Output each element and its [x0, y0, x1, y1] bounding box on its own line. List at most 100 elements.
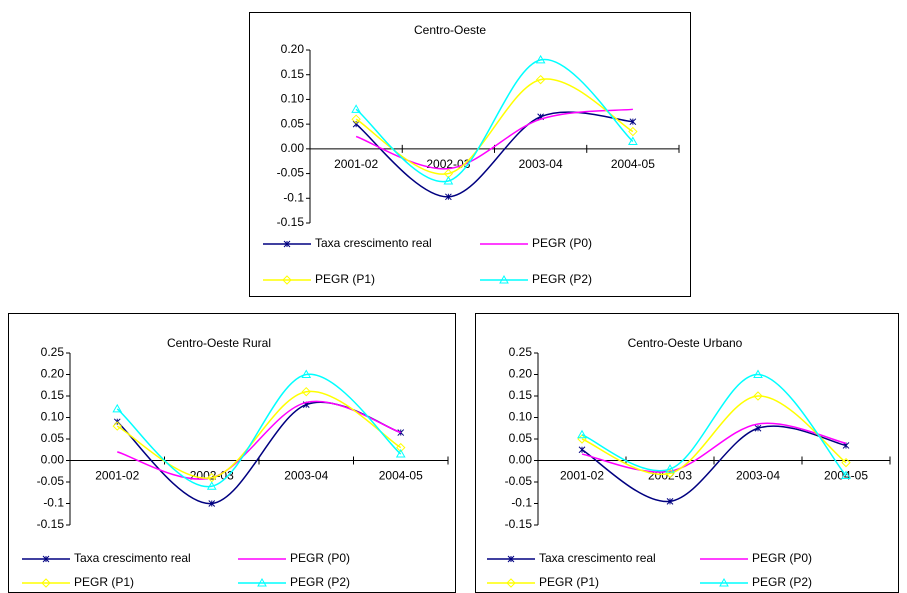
y-tick-label: -0.1	[511, 496, 532, 510]
marker	[753, 391, 763, 401]
x-tick-label: 2001-02	[334, 157, 378, 171]
marker	[352, 120, 360, 128]
legend-label: PEGR (P2)	[290, 575, 350, 589]
series-line	[355, 78, 634, 175]
legend-label: PEGR (P2)	[532, 272, 592, 286]
series-line	[581, 425, 847, 503]
y-tick-label: 0.20	[281, 42, 305, 56]
y-tick-label: 0.05	[281, 116, 305, 130]
y-tick-label: 0.00	[281, 141, 305, 155]
y-tick-label: -0.05	[277, 166, 305, 180]
legend-label: PEGR (P2)	[752, 575, 812, 589]
y-tick-label: -0.1	[283, 190, 304, 204]
y-tick-label: 0.10	[509, 410, 533, 424]
x-tick-label: 2004-05	[379, 469, 423, 483]
series-line	[581, 395, 847, 476]
series-line	[581, 373, 847, 477]
y-tick-label: 0.00	[41, 453, 65, 467]
x-tick-label: 2001-02	[95, 469, 139, 483]
marker	[395, 449, 406, 458]
y-tick-label: 0.05	[509, 431, 533, 445]
y-tick-label: 0.10	[41, 410, 65, 424]
y-tick-label: 0.15	[509, 388, 533, 402]
marker	[507, 555, 515, 563]
legend-label: PEGR (P1)	[539, 575, 599, 589]
legend-label: Taxa crescimento real	[539, 551, 656, 565]
marker	[351, 114, 361, 124]
marker	[754, 424, 762, 432]
x-tick-label: 2004-05	[611, 157, 655, 171]
y-tick-label: 0.15	[41, 388, 65, 402]
y-tick-label: 0.10	[281, 92, 305, 106]
marker	[208, 500, 216, 507]
marker	[112, 403, 123, 413]
series-line	[581, 422, 847, 473]
marker	[535, 74, 546, 85]
marker	[841, 457, 851, 468]
y-tick-label: 0.20	[41, 367, 65, 381]
marker	[629, 118, 637, 126]
x-tick-label: 2003-04	[736, 469, 780, 483]
marker	[665, 464, 675, 473]
marker	[841, 470, 851, 480]
marker	[443, 175, 454, 185]
chart-border	[249, 12, 691, 297]
marker	[445, 193, 452, 201]
y-tick-label: -0.1	[43, 496, 64, 510]
series-line	[355, 108, 633, 170]
marker	[666, 497, 674, 505]
y-tick-label: 0.05	[41, 431, 65, 445]
chart: Centro-Oeste -0.15 -0.1 -0.05 0.00 0.05 0.10 0.…	[249, 12, 691, 297]
y-tick-label: -0.05	[37, 474, 65, 488]
series-line	[116, 390, 402, 479]
y-tick-label: 0.25	[509, 345, 533, 359]
series-line	[355, 59, 634, 183]
y-tick-label: 0.15	[281, 67, 305, 81]
legend-label: Taxa crescimento real	[315, 236, 432, 250]
marker	[112, 421, 122, 431]
legend-label: PEGR (P0)	[532, 236, 592, 250]
marker	[41, 578, 51, 588]
chart-title: Centro-Oeste Urbano	[628, 336, 743, 350]
y-tick-label: -0.15	[37, 517, 65, 531]
chart-title: Centro-Oeste	[414, 23, 486, 37]
marker	[301, 386, 311, 397]
series-line	[117, 400, 401, 480]
legend-label: PEGR (P1)	[74, 575, 134, 589]
x-tick-label: 2003-04	[519, 157, 563, 171]
marker	[396, 442, 406, 453]
legend-label: PEGR (P0)	[290, 551, 350, 565]
y-tick-label: 0.20	[509, 367, 533, 381]
marker	[628, 126, 638, 137]
y-tick-label: -0.05	[505, 474, 533, 488]
y-tick-label: -0.15	[505, 517, 533, 531]
marker	[506, 578, 516, 588]
x-tick-label: 2001-02	[560, 469, 604, 483]
chart: Centro-Oeste Rural -0.15 -0.1 -0.05 0.00 0.05…	[8, 313, 456, 593]
chart-border	[8, 313, 456, 593]
series-line	[355, 111, 633, 198]
marker	[577, 429, 587, 439]
marker	[283, 240, 291, 248]
marker	[719, 577, 729, 587]
marker	[628, 136, 638, 145]
marker	[206, 481, 217, 490]
y-tick-label: -0.15	[277, 215, 305, 229]
marker	[42, 555, 50, 563]
chart: Centro-Oeste Urbano -0.15 -0.1 -0.05 0.00 0.0…	[475, 313, 899, 593]
marker	[301, 369, 312, 378]
chart-title: Centro-Oeste Rural	[167, 336, 271, 350]
marker	[535, 54, 546, 64]
marker	[578, 446, 586, 454]
series-line	[116, 373, 402, 488]
marker	[257, 577, 267, 587]
marker	[282, 275, 292, 285]
chart-border	[475, 313, 899, 593]
legend-label: Taxa crescimento real	[74, 551, 191, 565]
x-tick-label: 2004-05	[824, 469, 868, 483]
x-tick-label: 2003-04	[284, 469, 328, 483]
marker	[351, 104, 361, 113]
y-tick-label: 0.00	[509, 453, 533, 467]
legend-label: PEGR (P0)	[752, 551, 812, 565]
